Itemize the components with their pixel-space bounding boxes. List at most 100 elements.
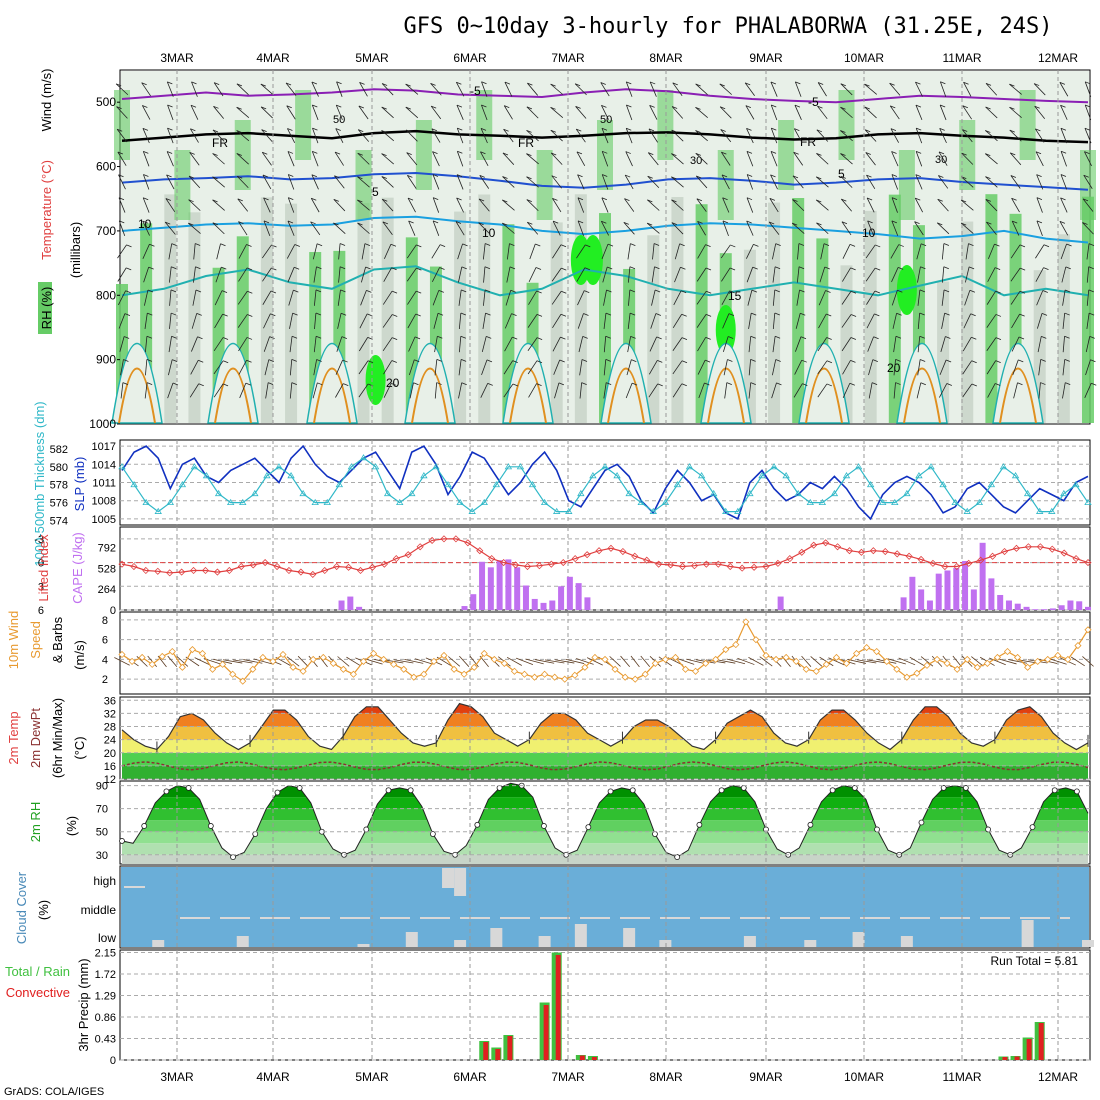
wind-barb	[143, 266, 154, 283]
low-cloud-bar	[804, 940, 817, 947]
rh-bright-patch	[365, 355, 386, 405]
wind-barb-flag	[1059, 81, 1066, 85]
wind-barb	[1084, 81, 1092, 97]
wind-barb	[214, 290, 228, 306]
wind-tick-label: 6	[102, 635, 108, 647]
wind-barb-flag	[172, 382, 179, 386]
cape-bar	[900, 597, 907, 610]
wind-barb-staff	[554, 382, 560, 399]
li-marker	[404, 551, 412, 559]
li-marker	[917, 555, 925, 563]
cape-bar	[549, 600, 556, 610]
wind-barb-staff	[697, 221, 706, 236]
wind-barb-staff	[722, 336, 729, 352]
wind-barb	[188, 222, 201, 234]
rh-patch	[114, 90, 130, 160]
wind-barb	[192, 289, 202, 306]
surface-wind-barb	[337, 656, 350, 667]
wind-barb	[939, 81, 947, 97]
wind-barb-staff	[892, 313, 897, 329]
wind-barb-staff	[527, 337, 538, 351]
wind-barb	[646, 222, 660, 234]
wind-barb-staff	[818, 313, 827, 329]
wind-barb-staff	[550, 83, 564, 95]
rh-patch	[898, 150, 915, 220]
wind-barb-staff	[360, 266, 367, 283]
wind-barb-staff	[116, 106, 128, 119]
wind-barb	[191, 336, 203, 352]
wind-barb-flag	[381, 83, 388, 86]
wind-barb-flag	[626, 81, 632, 85]
wind-barb-flag	[142, 220, 148, 224]
wind-barb-flag	[392, 314, 398, 317]
wind-barb	[746, 151, 754, 167]
wind-barb-staff	[695, 130, 708, 142]
wind-barb-flag	[381, 130, 387, 133]
wind-barb-flag	[840, 106, 846, 110]
wind-barb	[361, 243, 371, 260]
boundary-layer-dome	[404, 342, 456, 424]
wind-barb-flag	[119, 220, 125, 224]
wind-barb-staff	[985, 83, 998, 96]
wind-barb-flag	[730, 244, 736, 248]
rh-axis-label: RH (%)	[39, 287, 54, 330]
slp-tick-label: 1005	[92, 514, 116, 526]
wind-barb	[748, 312, 757, 329]
wind-barb-staff	[552, 336, 561, 352]
wind-barb	[866, 197, 875, 213]
thickness-marker	[142, 498, 150, 506]
wind-barb-flag	[938, 151, 945, 155]
wind-barb-staff	[941, 243, 945, 260]
wind-barb-staff	[141, 105, 151, 120]
wind-barb-staff	[1010, 175, 1021, 189]
wind-barb-flag	[172, 359, 178, 362]
wind-barb-flag	[865, 129, 871, 133]
wind-barb	[1084, 104, 1092, 121]
cape-bar	[777, 596, 784, 610]
bottom-date-label: 6MAR	[453, 1070, 487, 1084]
wind-speed-marker	[259, 653, 267, 662]
wind-barb-flag	[792, 175, 799, 179]
wind-barb-staff	[646, 222, 660, 234]
wind-barb-staff	[721, 267, 731, 282]
wind-barb-flag	[1017, 382, 1023, 386]
wind-barb	[891, 151, 899, 167]
wind-barb	[625, 382, 638, 399]
wind-barb-flag	[745, 82, 751, 86]
wind-barb-flag	[577, 220, 584, 224]
wind-barb-staff	[651, 289, 656, 306]
wind-barb-flag	[170, 289, 177, 293]
wind-barb	[578, 336, 588, 353]
wind-barb-flag	[270, 290, 277, 294]
wind-barb-staff	[748, 313, 752, 329]
wind-barb-staff	[889, 105, 900, 120]
wind-barb-flag	[1009, 83, 1015, 87]
wind-barb-flag	[800, 312, 806, 316]
wind-barb	[962, 360, 977, 375]
li-marker	[1024, 543, 1032, 551]
wind-barb-flag	[824, 266, 830, 270]
wind-barb-flag	[484, 289, 491, 293]
surface-wind-barb	[686, 658, 705, 665]
surface-wind-barb	[194, 657, 211, 666]
wind-barb-staff	[672, 314, 683, 329]
wind-barb-staff	[625, 382, 633, 399]
rh-plume	[357, 203, 370, 423]
wind-barb	[384, 243, 397, 259]
wind-barb-staff	[502, 152, 515, 165]
wind-barb-flag	[126, 267, 132, 271]
wind-barb-staff	[408, 336, 416, 352]
wind-barb-staff	[333, 222, 346, 235]
cape-bar	[347, 596, 354, 610]
wind-barb-flag	[146, 335, 153, 339]
wind-barb-flag	[891, 151, 897, 154]
wind-barb	[672, 360, 688, 375]
wind-barb-flag	[222, 313, 228, 317]
wind-barb-flag	[963, 81, 969, 85]
wind-barb-staff	[214, 313, 223, 329]
wind-barb-flag	[359, 81, 365, 85]
wind-barb	[795, 336, 807, 352]
wind-barb	[188, 199, 201, 211]
wind-barb-flag	[340, 312, 347, 316]
wind-speed-marker	[158, 652, 166, 661]
